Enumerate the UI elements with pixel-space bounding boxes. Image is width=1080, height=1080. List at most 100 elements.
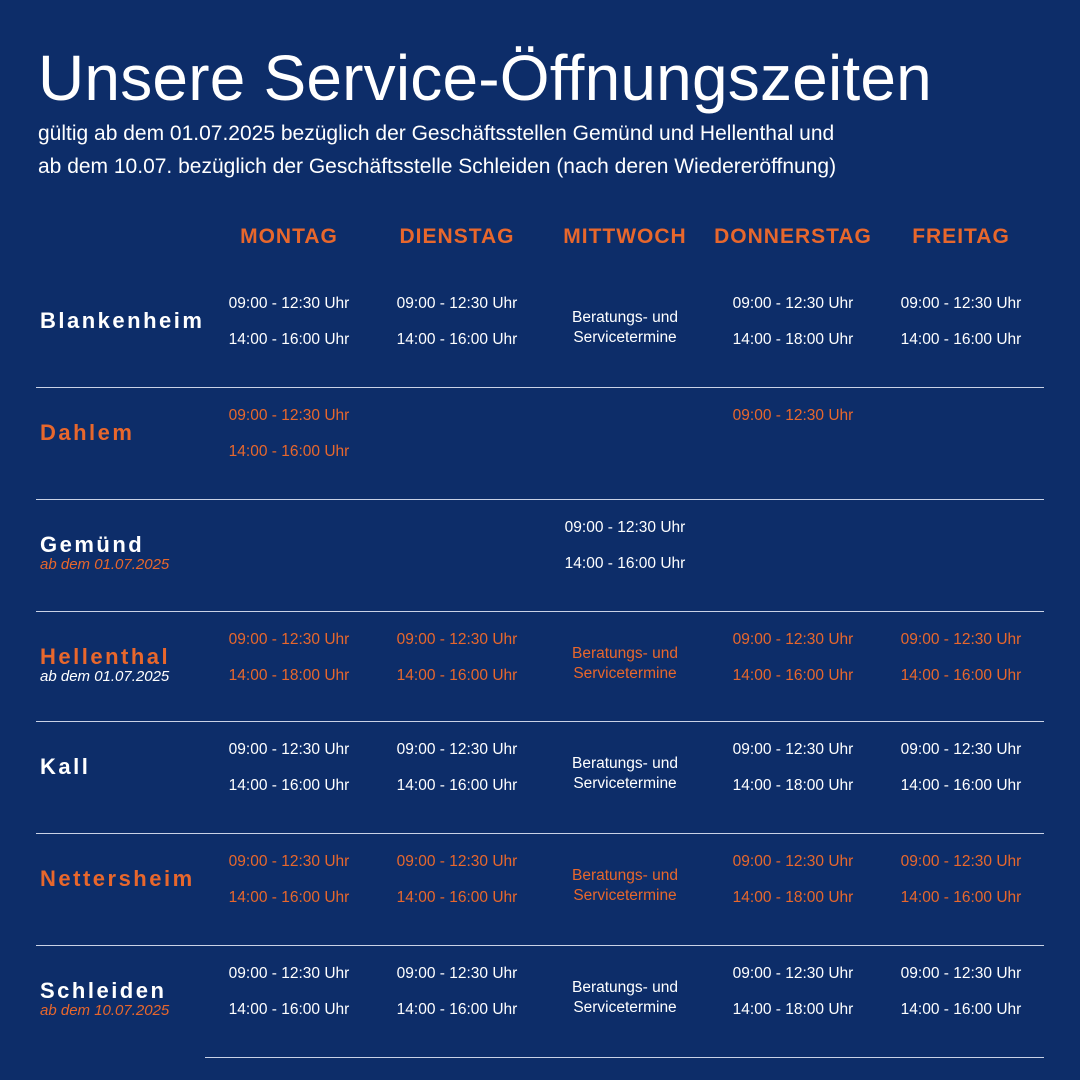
opening-hours-cell: 09:00 - 12:30 Uhr 14:00 - 16:00 Uhr bbox=[877, 622, 1045, 694]
branch-valid-from-note: ab dem 01.07.2025 bbox=[40, 556, 170, 573]
appointment-note-cell: Beratungs- und Servicetermine bbox=[541, 308, 709, 348]
branch-name: Schleiden bbox=[40, 978, 167, 1003]
opening-hours-cell: 09:00 - 12:30 Uhr 14:00 - 16:00 Uhr bbox=[877, 956, 1045, 1028]
appointment-note-cell: Beratungs- und Servicetermine bbox=[541, 866, 709, 906]
row-divider bbox=[36, 499, 1044, 500]
branch-name: Kall bbox=[40, 754, 91, 779]
row-divider bbox=[36, 945, 1044, 946]
branch-row-kall: Kall 09:00 - 12:30 Uhr 14:00 - 16:00 Uhr 09… bbox=[0, 722, 1080, 834]
time-slot: 14:00 - 18:00 Uhr bbox=[732, 889, 854, 906]
opening-hours-cell: 09:00 - 12:30 Uhr 14:00 - 18:00 Uhr bbox=[205, 622, 373, 694]
opening-hours-cell: 09:00 - 12:30 Uhr 14:00 - 18:00 Uhr bbox=[709, 956, 877, 1028]
opening-hours-cell: 09:00 - 12:30 Uhr 14:00 - 16:00 Uhr bbox=[205, 956, 373, 1028]
opening-hours-cell: 09:00 - 12:30 Uhr 14:00 - 18:00 Uhr bbox=[709, 732, 877, 804]
time-slot: 09:00 - 12:30 Uhr bbox=[228, 295, 350, 312]
time-slot: 14:00 - 16:00 Uhr bbox=[900, 889, 1022, 906]
opening-hours-cell: 09:00 - 12:30 Uhr 14:00 - 18:00 Uhr bbox=[709, 844, 877, 916]
appointment-note-line: Servicetermine bbox=[573, 665, 677, 682]
opening-hours-cell: 09:00 - 12:30 Uhr 14:00 - 18:00 Uhr bbox=[709, 286, 877, 358]
time-slot: 14:00 - 18:00 Uhr bbox=[732, 331, 854, 348]
time-slot: 09:00 - 12:30 Uhr bbox=[900, 295, 1022, 312]
time-slot: 14:00 - 16:00 Uhr bbox=[396, 777, 518, 794]
branch-valid-from-note: ab dem 01.07.2025 bbox=[40, 668, 170, 685]
time-slot: 09:00 - 12:30 Uhr bbox=[900, 965, 1022, 982]
time-slot: 14:00 - 16:00 Uhr bbox=[396, 1001, 518, 1018]
branch-name: Nettersheim bbox=[40, 866, 195, 891]
time-slot: 14:00 - 18:00 Uhr bbox=[228, 667, 350, 684]
page-subtitle: gültig ab dem 01.07.2025 bezüglich der G… bbox=[38, 117, 836, 183]
appointment-note-cell: Beratungs- und Servicetermine bbox=[541, 978, 709, 1018]
branch-valid-from-note: ab dem 10.07.2025 bbox=[40, 1002, 170, 1019]
opening-hours-cell: 09:00 - 12:30 Uhr 14:00 - 16:00 Uhr bbox=[373, 732, 541, 804]
opening-hours-cell: 09:00 - 12:30 Uhr 14:00 - 16:00 Uhr bbox=[205, 844, 373, 916]
opening-hours-cell: 09:00 - 12:30 Uhr 14:00 - 16:00 Uhr bbox=[373, 286, 541, 358]
day-header-dienstag: DIENSTAG bbox=[399, 225, 515, 248]
row-divider bbox=[36, 721, 1044, 722]
time-slot: 14:00 - 16:00 Uhr bbox=[564, 555, 686, 572]
time-slot: 09:00 - 12:30 Uhr bbox=[228, 965, 350, 982]
row-divider bbox=[36, 387, 1044, 388]
appointment-note-line: Servicetermine bbox=[573, 775, 677, 792]
branch-name: Gemünd bbox=[40, 532, 145, 557]
time-slot: 09:00 - 12:30 Uhr bbox=[564, 519, 686, 536]
row-divider bbox=[36, 833, 1044, 834]
opening-hours-cell: 09:00 - 12:30 Uhr 14:00 - 16:00 Uhr bbox=[877, 844, 1045, 916]
time-slot: 09:00 - 12:30 Uhr bbox=[396, 741, 518, 758]
time-slot: 14:00 - 16:00 Uhr bbox=[900, 1001, 1022, 1018]
appointment-note-line: Beratungs- und bbox=[572, 979, 678, 996]
appointment-note-line: Servicetermine bbox=[573, 887, 677, 904]
subtitle-line-1: gültig ab dem 01.07.2025 bezüglich der G… bbox=[38, 122, 835, 145]
day-header-freitag: FREITAG bbox=[912, 225, 1010, 248]
branch-row-hellenthal: Hellenthal ab dem 01.07.2025 09:00 - 12:30… bbox=[0, 612, 1080, 722]
time-slot: 14:00 - 16:00 Uhr bbox=[732, 667, 854, 684]
day-header-montag: MONTAG bbox=[240, 225, 338, 248]
time-slot: 09:00 - 12:30 Uhr bbox=[732, 741, 854, 758]
time-slot: 14:00 - 16:00 Uhr bbox=[228, 1001, 350, 1018]
opening-hours-cell: 09:00 - 12:30 Uhr 14:00 - 16:00 Uhr bbox=[205, 732, 373, 804]
time-slot: 09:00 - 12:30 Uhr bbox=[732, 631, 854, 648]
time-slot: 14:00 - 16:00 Uhr bbox=[228, 331, 350, 348]
subtitle-line-2: ab dem 10.07. bezüglich der Geschäftsste… bbox=[38, 155, 837, 178]
branch-row-blankenheim: Blankenheim 09:00 - 12:30 Uhr 14:00 - 16:0… bbox=[0, 276, 1080, 388]
time-slot: 14:00 - 16:00 Uhr bbox=[900, 667, 1022, 684]
time-slot: 14:00 - 18:00 Uhr bbox=[732, 777, 854, 794]
page-title: Unsere Service-Öffnungszeiten bbox=[38, 42, 932, 114]
branch-name: Hellenthal bbox=[40, 644, 171, 669]
opening-hours-cell: 09:00 - 12:30 Uhr 14:00 - 16:00 Uhr bbox=[709, 622, 877, 694]
appointment-note-line: Beratungs- und bbox=[572, 309, 678, 326]
branch-name: Blankenheim bbox=[40, 308, 205, 333]
time-slot: 09:00 - 12:30 Uhr bbox=[732, 295, 854, 312]
opening-hours-cell: 09:00 - 12:30 Uhr 14:00 - 16:00 Uhr bbox=[205, 398, 373, 470]
time-slot: 14:00 - 16:00 Uhr bbox=[900, 777, 1022, 794]
time-slot: 14:00 - 16:00 Uhr bbox=[396, 667, 518, 684]
time-slot: 09:00 - 12:30 Uhr bbox=[396, 853, 518, 870]
time-slot: 09:00 - 12:30 Uhr bbox=[396, 631, 518, 648]
time-slot: 09:00 - 12:30 Uhr bbox=[732, 407, 854, 424]
row-divider bbox=[36, 611, 1044, 612]
appointment-note-line: Beratungs- und bbox=[572, 867, 678, 884]
appointment-note-line: Beratungs- und bbox=[572, 645, 678, 662]
time-slot: 14:00 - 16:00 Uhr bbox=[228, 777, 350, 794]
time-slot: 09:00 - 12:30 Uhr bbox=[228, 741, 350, 758]
opening-hours-cell: 09:00 - 12:30 Uhr bbox=[709, 398, 877, 434]
opening-hours-cell: 09:00 - 12:30 Uhr 14:00 - 16:00 Uhr bbox=[373, 844, 541, 916]
branch-row-dahlem: Dahlem 09:00 - 12:30 Uhr 14:00 - 16:00 Uhr… bbox=[0, 388, 1080, 500]
time-slot: 14:00 - 16:00 Uhr bbox=[900, 331, 1022, 348]
time-slot: 09:00 - 12:30 Uhr bbox=[228, 631, 350, 648]
time-slot: 09:00 - 12:30 Uhr bbox=[396, 965, 518, 982]
time-slot: 09:00 - 12:30 Uhr bbox=[900, 853, 1022, 870]
time-slot: 09:00 - 12:30 Uhr bbox=[900, 741, 1022, 758]
opening-hours-cell: 09:00 - 12:30 Uhr 14:00 - 16:00 Uhr bbox=[373, 956, 541, 1028]
time-slot: 09:00 - 12:30 Uhr bbox=[228, 853, 350, 870]
time-slot: 09:00 - 12:30 Uhr bbox=[228, 407, 350, 424]
branch-row-schleiden: Schleiden ab dem 10.07.2025 09:00 - 12:30 … bbox=[0, 946, 1080, 1058]
opening-hours-cell: 09:00 - 12:30 Uhr 14:00 - 16:00 Uhr bbox=[541, 510, 709, 582]
branch-name: Dahlem bbox=[40, 420, 135, 445]
appointment-note-cell: Beratungs- und Servicetermine bbox=[541, 754, 709, 794]
appointment-note-line: Servicetermine bbox=[573, 329, 677, 346]
day-header-donnerstag: DONNERSTAG bbox=[714, 225, 872, 248]
opening-hours-cell: 09:00 - 12:30 Uhr 14:00 - 16:00 Uhr bbox=[205, 286, 373, 358]
appointment-note-cell: Beratungs- und Servicetermine bbox=[541, 644, 709, 684]
appointment-note-line: Servicetermine bbox=[573, 999, 677, 1016]
branch-row-gemünd: Gemünd ab dem 01.07.2025 09:00 - 12:30 Uhr… bbox=[0, 500, 1080, 612]
